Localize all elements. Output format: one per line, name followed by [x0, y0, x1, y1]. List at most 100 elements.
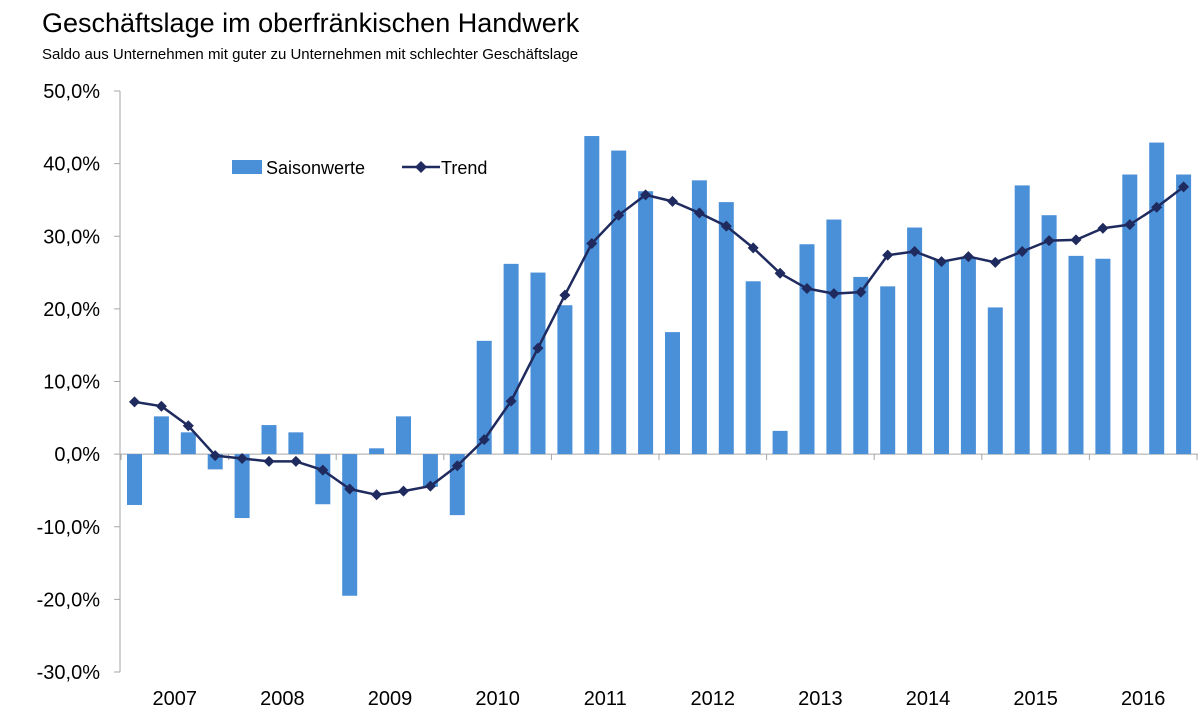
trend-point — [640, 189, 652, 201]
y-tick-label: 40,0% — [43, 154, 100, 176]
bar-saisonwerte — [153, 416, 169, 455]
axis-layer: 50,0% 40,0% 30,0% 20,0% 10,0% 0,0% -10,0% -20,0… — [37, 81, 1198, 710]
y-tick-label: -30,0% — [37, 662, 101, 684]
bar-saisonwerte — [476, 340, 492, 455]
x-tick-label: 2007 — [153, 688, 198, 710]
trend-point — [344, 483, 356, 495]
trend-point — [855, 286, 867, 298]
trend-point — [989, 256, 1001, 268]
trend-point — [962, 251, 974, 263]
trend-point — [451, 460, 463, 472]
trend-layer — [129, 181, 1190, 501]
chart-subtitle: Saldo aus Unternehmen mit guter zu Unter… — [42, 46, 579, 63]
bar-saisonwerte — [826, 219, 842, 455]
trend-point — [155, 400, 167, 412]
bar-saisonwerte — [1176, 174, 1192, 455]
bar-saisonwerte — [960, 258, 976, 455]
trend-point — [1070, 234, 1082, 246]
trend-point — [1097, 222, 1109, 234]
y-tick-label: 10,0% — [43, 372, 100, 394]
trend-point — [236, 452, 248, 464]
bar-layer — [127, 136, 1192, 596]
trend-point — [129, 396, 140, 408]
trend-point — [693, 207, 705, 219]
trend-point — [613, 209, 625, 221]
x-tick-label: 2008 — [260, 688, 305, 710]
trend-point — [801, 283, 813, 295]
trend-point — [1124, 219, 1136, 231]
trend-point — [720, 220, 732, 232]
trend-point — [1016, 246, 1028, 258]
bar-saisonwerte — [745, 281, 761, 455]
trend-point — [1151, 201, 1163, 213]
trend-point — [1178, 181, 1190, 193]
trend-point — [532, 342, 544, 354]
bar-saisonwerte — [772, 430, 788, 455]
bar-saisonwerte — [584, 136, 600, 455]
bar-saisonwerte — [1068, 255, 1084, 455]
trend-point — [882, 249, 894, 261]
bar-saisonwerte — [207, 454, 223, 470]
bar-saisonwerte — [934, 259, 949, 455]
bar-saisonwerte — [907, 227, 923, 455]
trend-point — [828, 288, 840, 300]
trend-point — [371, 489, 383, 501]
legend: Saisonwerte Trend — [232, 158, 487, 178]
trend-point — [747, 242, 759, 254]
x-tick-label: 2009 — [368, 688, 413, 710]
bar-saisonwerte — [557, 305, 573, 455]
y-tick-label: 20,0% — [43, 299, 100, 321]
trend-line — [134, 185, 1185, 497]
bar-saisonwerte — [853, 276, 869, 455]
trend-point — [182, 420, 194, 432]
bar-saisonwerte — [369, 448, 385, 455]
bar-saisonwerte — [1095, 258, 1111, 455]
y-tick-label: -20,0% — [37, 589, 101, 611]
x-tick-label: 2015 — [1013, 688, 1058, 710]
bar-saisonwerte — [127, 454, 142, 505]
x-tick-label: 2010 — [475, 688, 520, 710]
trend-point — [290, 455, 302, 467]
trend-point — [667, 195, 678, 207]
bar-saisonwerte — [342, 454, 358, 596]
bar-saisonwerte — [880, 286, 896, 455]
trend-point — [559, 289, 571, 301]
trend-point — [1043, 235, 1055, 247]
trend-point — [424, 480, 436, 492]
trend-point — [398, 485, 409, 497]
legend-swatch-saisonwerte — [232, 160, 262, 174]
bar-saisonwerte — [503, 263, 519, 455]
bar-saisonwerte — [234, 454, 250, 519]
bar-saisonwerte — [261, 425, 277, 455]
bar-saisonwerte — [1149, 142, 1165, 455]
trend-point — [909, 246, 921, 258]
bar-saisonwerte — [422, 454, 438, 487]
trend-point — [586, 238, 598, 250]
trend-point — [478, 434, 490, 446]
bar-saisonwerte — [1014, 185, 1030, 455]
trend-point — [317, 464, 329, 476]
bar-saisonwerte — [530, 272, 546, 455]
trend-point — [936, 256, 947, 268]
bar-saisonwerte — [799, 244, 815, 455]
y-tick-label: -10,0% — [37, 517, 101, 539]
bar-saisonwerte — [987, 307, 1003, 455]
bar-saisonwerte — [718, 202, 734, 455]
bar-saisonwerte — [665, 332, 680, 455]
trend-point — [774, 267, 786, 279]
x-tick-label: 2013 — [798, 688, 843, 710]
trend-point — [263, 455, 275, 467]
chart-title: Geschäftslage im oberfränkischen Handwer… — [42, 8, 580, 38]
bar-saisonwerte — [396, 416, 411, 455]
bar-saisonwerte — [315, 454, 331, 505]
x-tick-label: 2016 — [1121, 688, 1166, 710]
trend-point — [505, 395, 517, 407]
legend-label-trend: Trend — [441, 158, 487, 178]
bar-saisonwerte — [180, 432, 196, 455]
bar-saisonwerte — [611, 150, 627, 455]
bar-saisonwerte — [1122, 174, 1138, 455]
y-tick-label: 30,0% — [43, 226, 100, 248]
x-tick-label: 2014 — [906, 688, 951, 710]
trend-point — [209, 450, 221, 462]
